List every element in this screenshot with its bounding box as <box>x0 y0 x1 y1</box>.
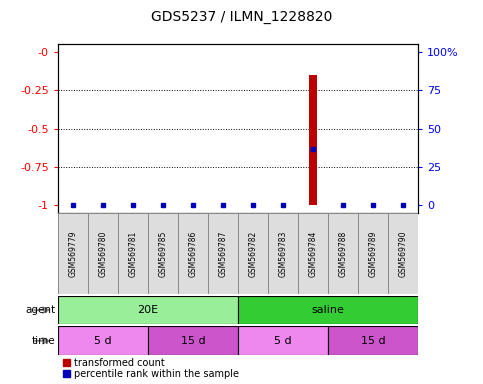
Text: GSM569781: GSM569781 <box>128 230 138 276</box>
Text: agent: agent <box>26 305 56 315</box>
FancyBboxPatch shape <box>118 213 148 294</box>
Legend: transformed count, percentile rank within the sample: transformed count, percentile rank withi… <box>63 358 239 379</box>
Text: GSM569787: GSM569787 <box>218 230 227 276</box>
FancyBboxPatch shape <box>58 213 88 294</box>
FancyBboxPatch shape <box>148 326 238 355</box>
Text: 15 d: 15 d <box>181 336 205 346</box>
Text: GSM569785: GSM569785 <box>158 230 168 276</box>
FancyBboxPatch shape <box>328 213 358 294</box>
Text: GSM569779: GSM569779 <box>69 230 77 277</box>
Bar <box>309 75 316 205</box>
Text: GSM569786: GSM569786 <box>188 230 198 276</box>
Text: 5 d: 5 d <box>274 336 292 346</box>
FancyBboxPatch shape <box>58 326 148 355</box>
Text: GDS5237 / ILMN_1228820: GDS5237 / ILMN_1228820 <box>151 10 332 23</box>
Text: GSM569780: GSM569780 <box>99 230 107 276</box>
Text: GSM569783: GSM569783 <box>278 230 287 276</box>
Text: saline: saline <box>312 305 344 315</box>
FancyBboxPatch shape <box>238 213 268 294</box>
FancyBboxPatch shape <box>238 326 328 355</box>
FancyBboxPatch shape <box>58 296 238 324</box>
Text: 20E: 20E <box>137 305 158 315</box>
Text: 5 d: 5 d <box>94 336 112 346</box>
FancyBboxPatch shape <box>148 213 178 294</box>
Text: GSM569789: GSM569789 <box>369 230 377 276</box>
Text: GSM569784: GSM569784 <box>308 230 317 276</box>
FancyBboxPatch shape <box>358 213 388 294</box>
Text: GSM569782: GSM569782 <box>248 230 257 276</box>
FancyBboxPatch shape <box>268 213 298 294</box>
FancyBboxPatch shape <box>388 213 418 294</box>
Text: 15 d: 15 d <box>360 336 385 346</box>
FancyBboxPatch shape <box>178 213 208 294</box>
FancyBboxPatch shape <box>328 326 418 355</box>
FancyBboxPatch shape <box>88 213 118 294</box>
FancyBboxPatch shape <box>238 296 418 324</box>
Text: GSM569790: GSM569790 <box>398 230 407 277</box>
FancyBboxPatch shape <box>298 213 328 294</box>
FancyBboxPatch shape <box>208 213 238 294</box>
Text: GSM569788: GSM569788 <box>338 230 347 276</box>
Text: time: time <box>32 336 56 346</box>
